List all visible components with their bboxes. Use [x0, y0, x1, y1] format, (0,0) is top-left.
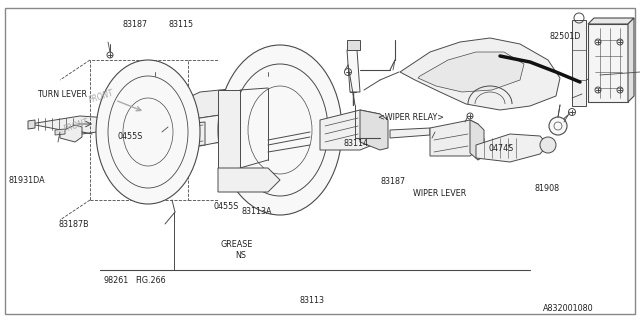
Polygon shape	[360, 110, 388, 150]
Polygon shape	[430, 120, 478, 156]
Text: FIG.266: FIG.266	[136, 276, 166, 285]
Polygon shape	[476, 134, 548, 162]
Text: 0474S: 0474S	[489, 144, 514, 153]
Text: 83115: 83115	[168, 20, 193, 29]
Text: 82501D: 82501D	[549, 32, 580, 41]
Polygon shape	[168, 90, 252, 123]
Polygon shape	[418, 52, 524, 92]
Polygon shape	[162, 88, 268, 118]
Ellipse shape	[96, 60, 200, 204]
Text: A832001080: A832001080	[543, 304, 593, 313]
Text: 83113A: 83113A	[242, 207, 273, 216]
Circle shape	[540, 137, 556, 153]
Text: 83187: 83187	[381, 177, 406, 186]
Polygon shape	[155, 101, 168, 116]
Polygon shape	[28, 120, 35, 129]
Text: FRONT: FRONT	[63, 118, 90, 134]
Text: 83187: 83187	[123, 20, 148, 29]
Text: 98261: 98261	[104, 276, 129, 285]
Polygon shape	[588, 24, 628, 102]
Polygon shape	[347, 40, 360, 50]
Polygon shape	[118, 108, 155, 120]
Polygon shape	[60, 125, 82, 142]
Polygon shape	[108, 113, 128, 135]
Polygon shape	[168, 100, 252, 145]
Polygon shape	[55, 129, 65, 135]
Polygon shape	[218, 90, 240, 168]
Polygon shape	[218, 168, 280, 192]
Polygon shape	[390, 128, 430, 138]
Polygon shape	[588, 18, 634, 24]
Text: TURN LEVER: TURN LEVER	[37, 90, 87, 99]
Polygon shape	[118, 101, 162, 120]
Text: 0455S: 0455S	[118, 132, 143, 141]
Text: 83114: 83114	[344, 139, 369, 148]
Polygon shape	[347, 50, 360, 92]
Text: 81908: 81908	[534, 184, 559, 193]
Polygon shape	[400, 38, 560, 110]
Circle shape	[549, 117, 567, 135]
Ellipse shape	[218, 45, 342, 215]
Polygon shape	[128, 118, 145, 126]
Text: 0455S: 0455S	[213, 202, 239, 211]
Polygon shape	[175, 122, 205, 148]
Polygon shape	[320, 110, 380, 150]
Polygon shape	[572, 20, 586, 106]
Text: NS: NS	[236, 251, 246, 260]
Text: <WIPER RELAY>: <WIPER RELAY>	[378, 113, 444, 122]
Polygon shape	[470, 120, 484, 160]
Polygon shape	[162, 104, 268, 146]
Text: 81931DA: 81931DA	[8, 176, 45, 185]
Text: FRONT: FRONT	[88, 88, 115, 105]
Polygon shape	[628, 18, 634, 102]
Text: 83187B: 83187B	[59, 220, 90, 229]
Text: 83113: 83113	[300, 296, 324, 305]
Polygon shape	[30, 116, 118, 134]
Text: GREASE: GREASE	[220, 240, 253, 249]
Text: WIPER LEVER: WIPER LEVER	[413, 189, 467, 198]
